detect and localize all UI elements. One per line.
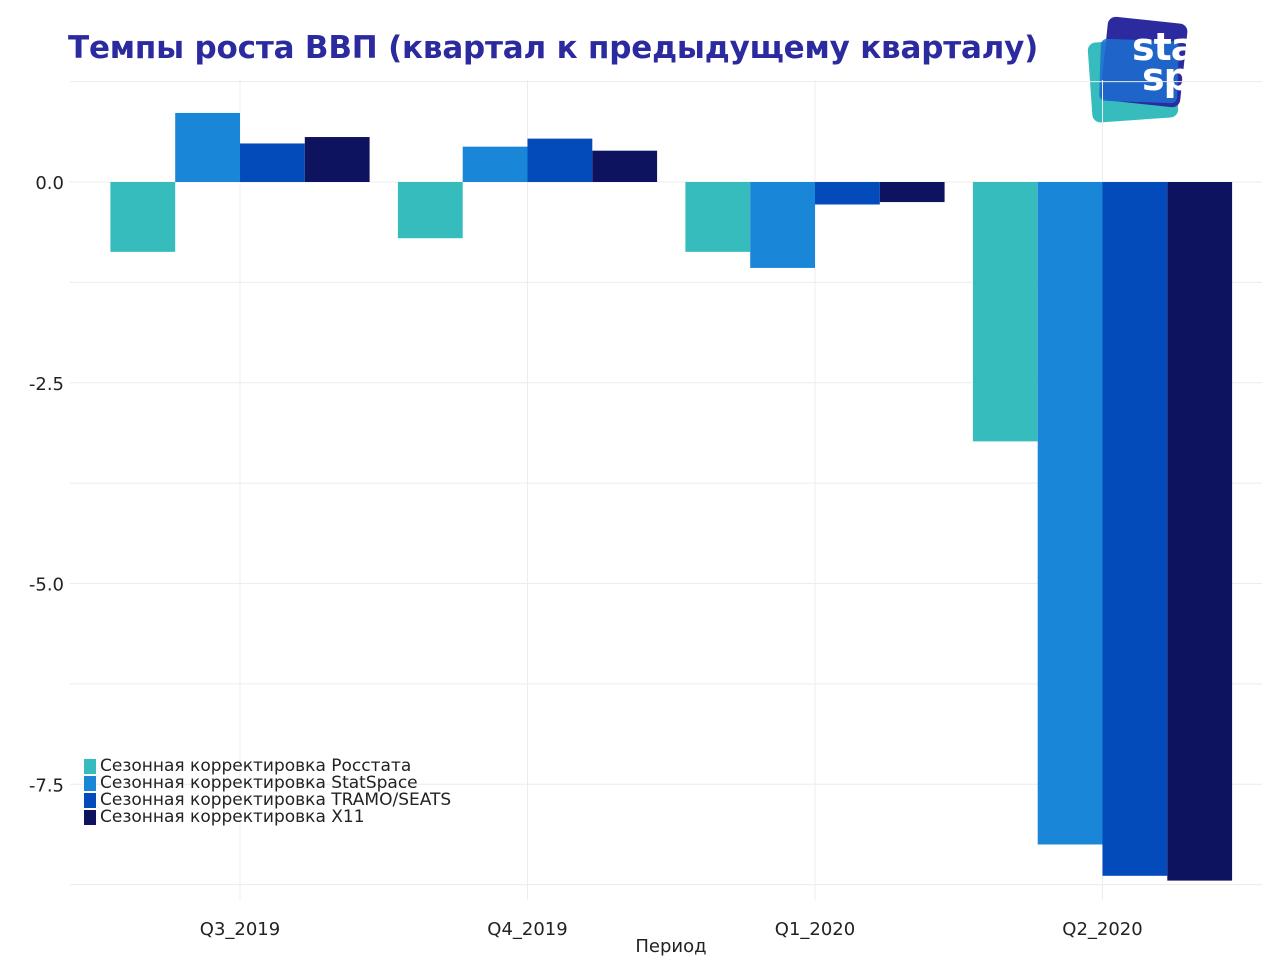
logo-text-space: space bbox=[1142, 55, 1262, 99]
logo-text-stat: stat bbox=[1132, 25, 1214, 69]
legend-swatch bbox=[84, 776, 96, 791]
bar bbox=[685, 182, 751, 252]
y-tick-label: -2.5 bbox=[29, 374, 64, 395]
legend-item-statspace: Сезонная корректировка StatSpace bbox=[84, 775, 451, 792]
statspace-logo: stat space bbox=[1084, 14, 1268, 124]
bar bbox=[397, 182, 463, 239]
x-tick-label: Q2_2020 bbox=[1062, 919, 1142, 940]
legend-swatch bbox=[84, 793, 96, 808]
bar bbox=[750, 182, 815, 268]
legend-label: Сезонная корректировка X11 bbox=[100, 807, 365, 827]
bar bbox=[1037, 182, 1103, 845]
x-axis-title: Период bbox=[635, 936, 706, 957]
bar bbox=[879, 182, 945, 203]
bar bbox=[462, 146, 528, 182]
bar bbox=[815, 182, 880, 205]
bar bbox=[1167, 182, 1233, 881]
chart-legend: Сезонная корректировка Росстата Сезонная… bbox=[84, 758, 451, 826]
bar bbox=[592, 150, 658, 182]
bar bbox=[175, 112, 240, 182]
legend-swatch bbox=[84, 810, 96, 825]
legend-item-tramo-seats: Сезонная корректировка TRAMO/SEATS bbox=[84, 792, 451, 809]
legend-swatch bbox=[84, 759, 96, 774]
legend-label: Сезонная корректировка StatSpace bbox=[100, 773, 418, 793]
bar bbox=[110, 182, 176, 252]
bar bbox=[240, 143, 305, 182]
legend-label: Сезонная корректировка Росстата bbox=[100, 756, 412, 776]
legend-item-x11: Сезонная корректировка X11 bbox=[84, 809, 451, 826]
bar bbox=[304, 137, 370, 182]
y-tick-label: -5.0 bbox=[29, 575, 64, 596]
chart-title: Темпы роста ВВП (квартал к предыдущему к… bbox=[68, 30, 1039, 66]
y-tick-label: -7.5 bbox=[29, 775, 64, 796]
y-tick-label: 0.0 bbox=[35, 173, 64, 194]
legend-label: Сезонная корректировка TRAMO/SEATS bbox=[100, 790, 452, 810]
bar bbox=[972, 182, 1038, 442]
x-tick-label: Q1_2020 bbox=[775, 919, 855, 940]
x-tick-label: Q3_2019 bbox=[200, 919, 280, 940]
logo-shape bbox=[1087, 16, 1188, 123]
legend-item-rosstat: Сезонная корректировка Росстата bbox=[84, 758, 451, 775]
bar bbox=[1102, 182, 1168, 876]
bar bbox=[527, 138, 593, 182]
x-tick-label: Q4_2019 bbox=[487, 919, 567, 940]
